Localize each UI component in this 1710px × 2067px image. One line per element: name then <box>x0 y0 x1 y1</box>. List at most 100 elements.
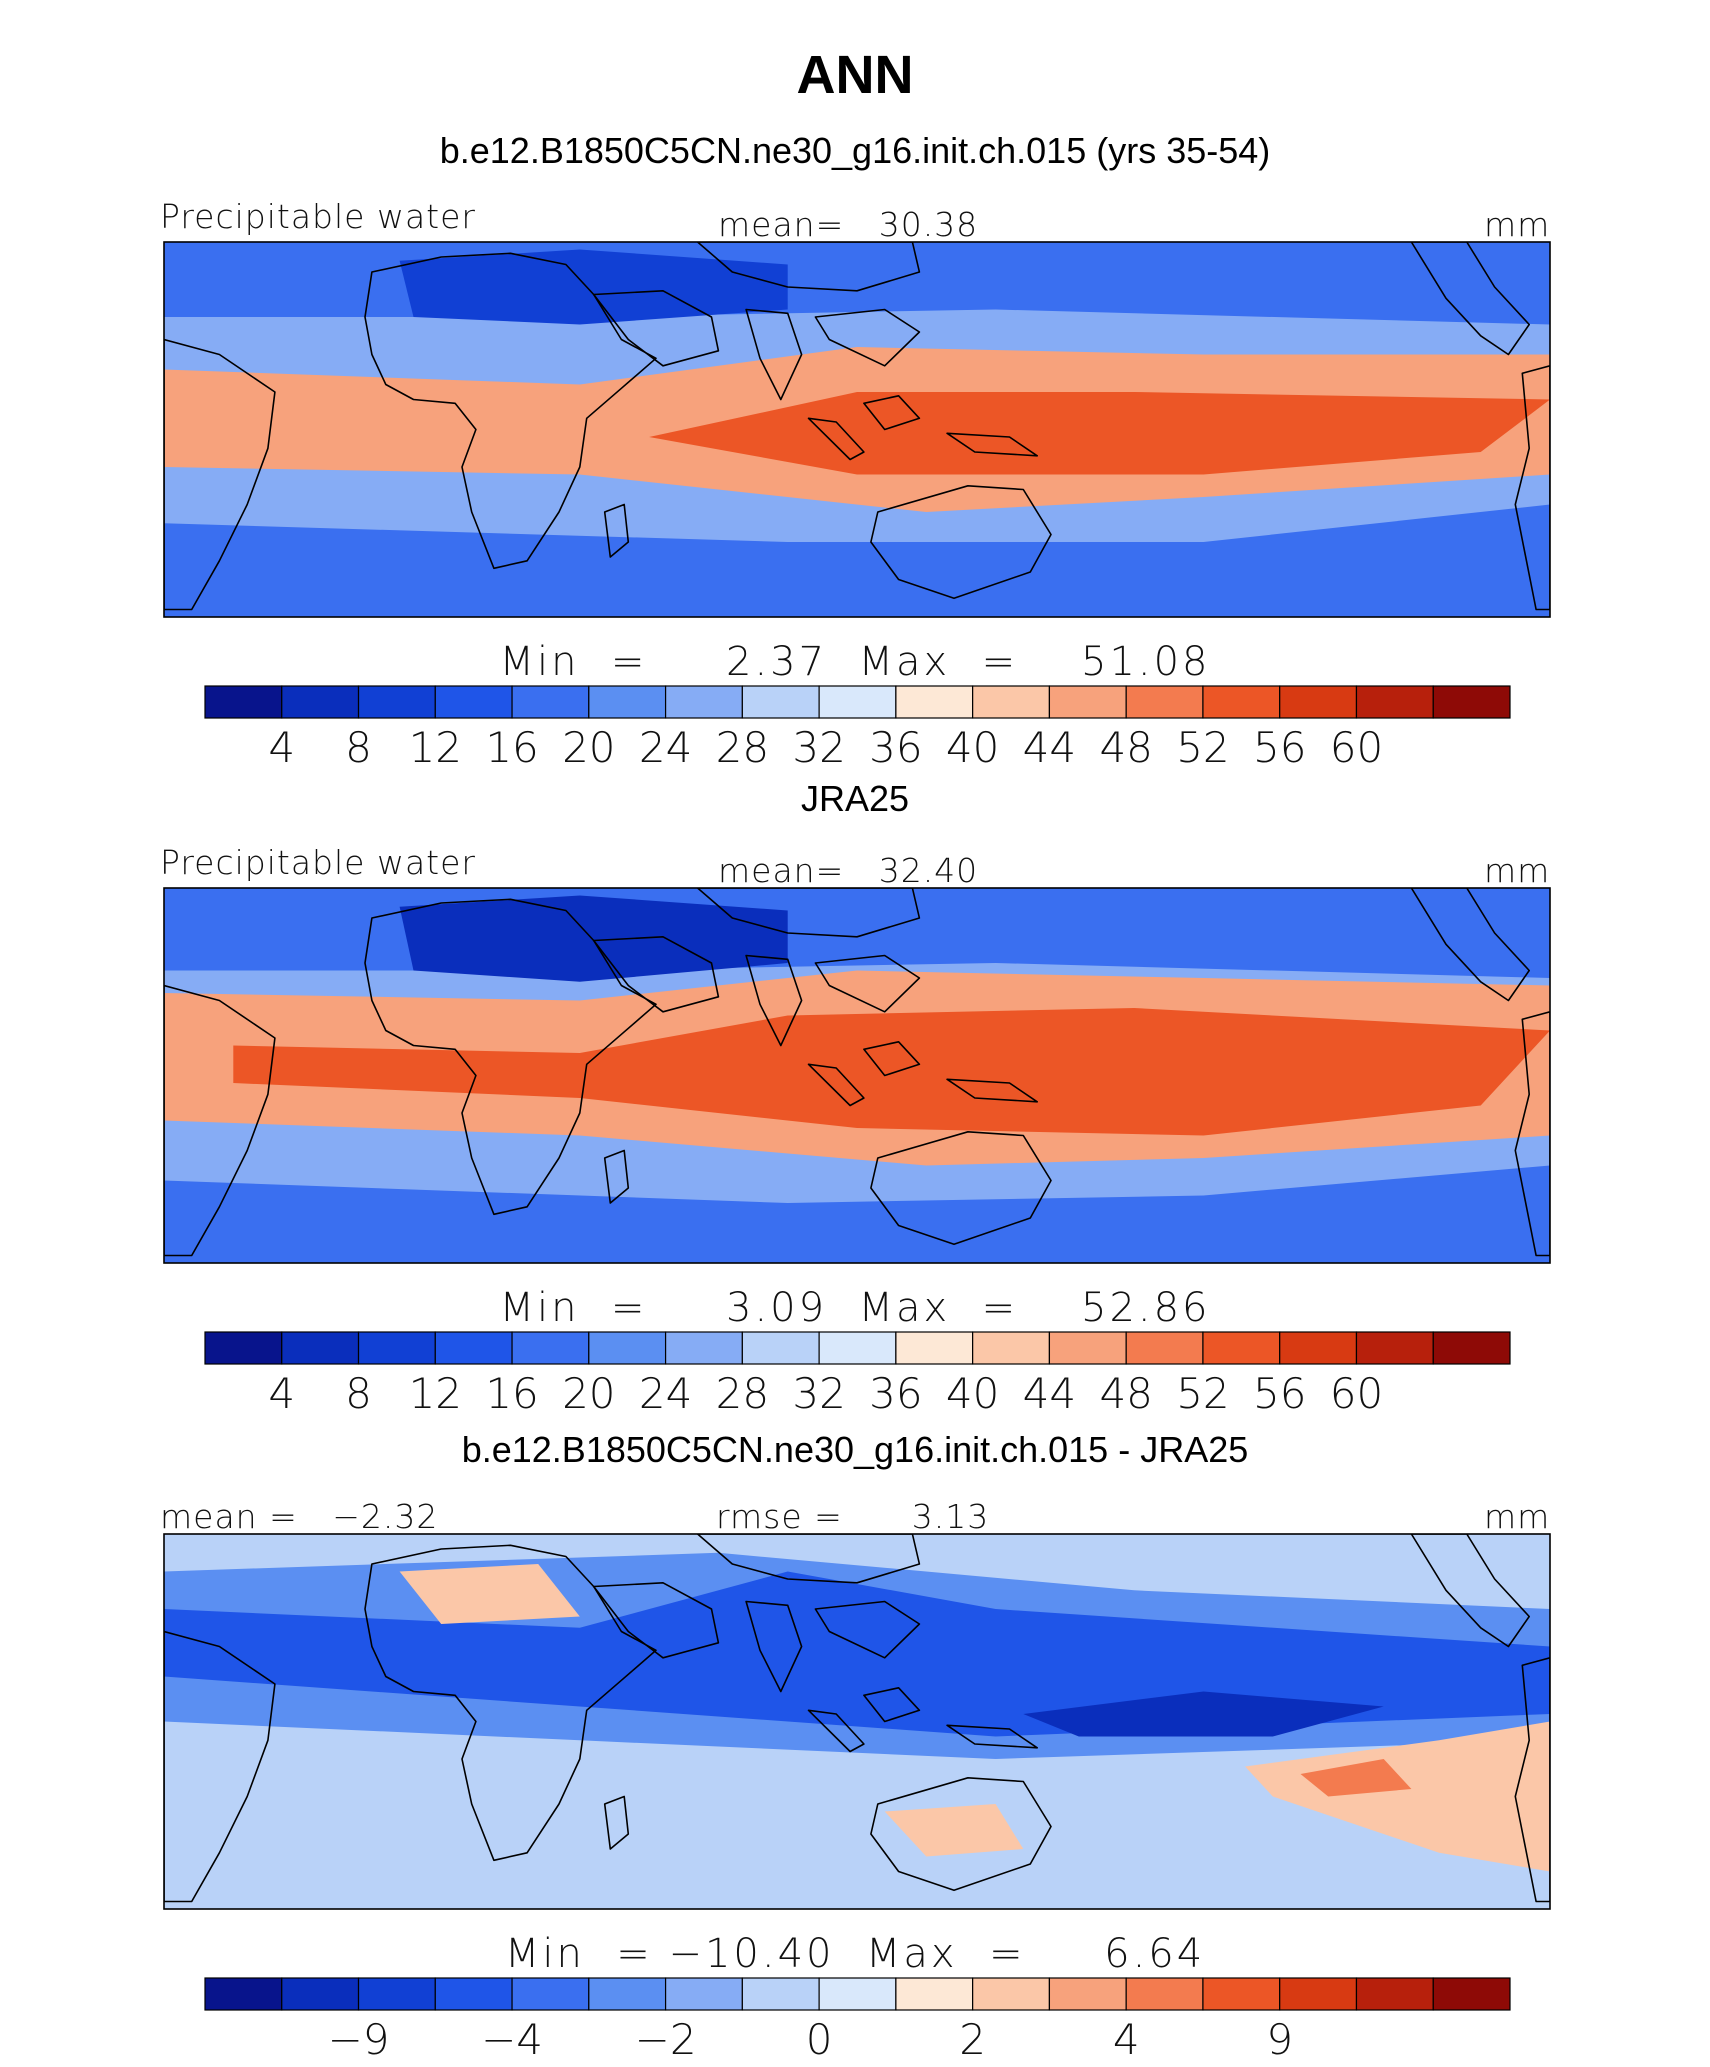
coastline-brazilL <box>164 338 276 611</box>
coastline-brazilL <box>164 984 276 1257</box>
contour-band <box>164 504 1550 617</box>
colorbar-swatch <box>511 685 590 719</box>
coastline-asiaN <box>696 1534 921 1584</box>
coastline-borneo <box>863 394 921 431</box>
colorbar-tick-label: 4 <box>268 1369 295 1418</box>
contour-band <box>164 1165 1550 1263</box>
colorbar-tick-label: 8 <box>345 1369 372 1418</box>
coastline-brazilL <box>164 1630 276 1903</box>
coastline-borneo <box>863 1687 921 1723</box>
colorbar-tick-label: 56 <box>1253 723 1306 772</box>
colorbar-swatch <box>1125 1977 1204 2011</box>
colorbar-swatch <box>1355 1977 1434 2011</box>
colorbar-swatch <box>434 685 513 719</box>
contour-band <box>1245 1721 1550 1872</box>
map-frame <box>163 1533 1551 1910</box>
panel-2-title: JRA25 <box>800 778 910 819</box>
colorbar-swatch <box>357 685 436 719</box>
panel-1-stats: Min = 2.37 Max = 51.08 <box>499 639 1211 685</box>
panel-3-left-label: mean = −2.32 <box>160 1497 439 1536</box>
colorbar-swatch <box>818 1331 897 1365</box>
colorbar-swatch <box>1048 1331 1127 1365</box>
colorbar-tick-label: −2 <box>635 2015 697 2064</box>
colorbar-tick-label: 12 <box>409 723 462 772</box>
colorbar-tick-label: 0 <box>806 2015 833 2064</box>
coastline-seasia <box>814 1600 921 1659</box>
contour-band <box>1023 1691 1384 1737</box>
colorbar-tick-label: −9 <box>328 2015 390 2064</box>
coastline-africa <box>364 1544 657 1862</box>
panel-3-stats: Min = −10.40 Max = 6.64 <box>504 1931 1206 1977</box>
colorbar-swatch <box>664 685 743 719</box>
colorbar-swatch <box>1432 685 1511 719</box>
panel-3-right-label: mm <box>1484 1497 1551 1536</box>
coastline-arabia <box>592 1582 720 1659</box>
colorbar-swatch <box>895 1331 974 1365</box>
colorbar-tick-label: 56 <box>1253 1369 1306 1418</box>
colorbar-swatch <box>1125 685 1204 719</box>
colorbar-swatch <box>281 1977 360 2011</box>
colorbar-tick-label: 32 <box>792 1369 845 1418</box>
colorbar-tick-label: 52 <box>1176 1369 1229 1418</box>
colorbar-tick-label: 28 <box>716 723 769 772</box>
colorbar-tick-label: 32 <box>792 723 845 772</box>
colorbar-swatch <box>281 1331 360 1365</box>
colorbar-tick-label: 36 <box>869 1369 922 1418</box>
map-panel-2 <box>164 888 1550 1263</box>
coastline-australia <box>870 484 1052 600</box>
contour-band <box>164 888 1550 978</box>
colorbar-swatch <box>741 1331 820 1365</box>
coastline-centralam <box>1410 1534 1530 1648</box>
colorbar-tick-label: 24 <box>639 1369 692 1418</box>
colorbar-swatch <box>511 1331 590 1365</box>
coastline-centralam <box>1410 242 1530 356</box>
colorbar-tick-label: 20 <box>562 1369 615 1418</box>
colorbar-tick-label: 28 <box>716 1369 769 1418</box>
coastline-sumatra <box>807 1709 865 1753</box>
colorbar-tick-label: 16 <box>485 723 538 772</box>
colorbar-tick-label: 2 <box>959 2015 986 2064</box>
colorbar-tick-label: 4 <box>268 723 295 772</box>
colorbar-tick-label: 36 <box>869 723 922 772</box>
colorbar-tick-label: 8 <box>345 723 372 772</box>
colorbar-tick-label: 40 <box>946 1369 999 1418</box>
panel-1-right-label: mm <box>1484 205 1551 244</box>
contour-band <box>233 1008 1550 1136</box>
coastline-arabia <box>592 935 720 1013</box>
coastline-africa <box>364 252 657 570</box>
colorbar-swatch <box>434 1977 513 2011</box>
panel-2-stats: Min = 3.09 Max = 52.86 <box>499 1285 1211 1331</box>
coastline-asiaN <box>696 888 921 938</box>
coastline-southam <box>1514 364 1550 611</box>
colorbar-swatch <box>1355 685 1434 719</box>
colorbar-tick-label: 20 <box>562 723 615 772</box>
panel-3-title: b.e12.B1850C5CN.ne30_g16.init.ch.015 - J… <box>461 1429 1249 1470</box>
coastline-africa <box>364 898 657 1216</box>
colorbar-tick-label: 52 <box>1176 723 1229 772</box>
map-frame <box>163 887 1551 1264</box>
coastline-seasia <box>814 308 921 367</box>
map-frame <box>163 241 1551 618</box>
colorbar-swatch <box>1432 1977 1511 2011</box>
coastline-madagascar <box>603 1795 630 1850</box>
colorbar-swatch <box>281 685 360 719</box>
contour-band <box>649 392 1550 475</box>
colorbar-swatch <box>972 1331 1051 1365</box>
coastline-australia <box>870 1131 1052 1246</box>
colorbar-tick-label: −4 <box>481 2015 543 2064</box>
colorbar-tick-label: 9 <box>1266 2015 1293 2064</box>
map-panel-3 <box>164 1534 1550 1909</box>
coastline-madagascar <box>603 1149 630 1204</box>
colorbar-swatch <box>588 685 667 719</box>
colorbar-swatch <box>1125 1331 1204 1365</box>
coastline-australia <box>870 1777 1052 1892</box>
coastline-arabia <box>592 289 720 367</box>
map-panel-1 <box>164 242 1550 617</box>
colorbar-swatch <box>204 1331 283 1365</box>
contour-band <box>399 1564 580 1624</box>
colorbar-swatch <box>588 1331 667 1365</box>
colorbar-swatch <box>1279 1977 1358 2011</box>
colorbar-tick-label: 60 <box>1330 1369 1383 1418</box>
coastline-newguinea <box>946 1724 1038 1749</box>
colorbar-tick-label: 40 <box>946 723 999 772</box>
